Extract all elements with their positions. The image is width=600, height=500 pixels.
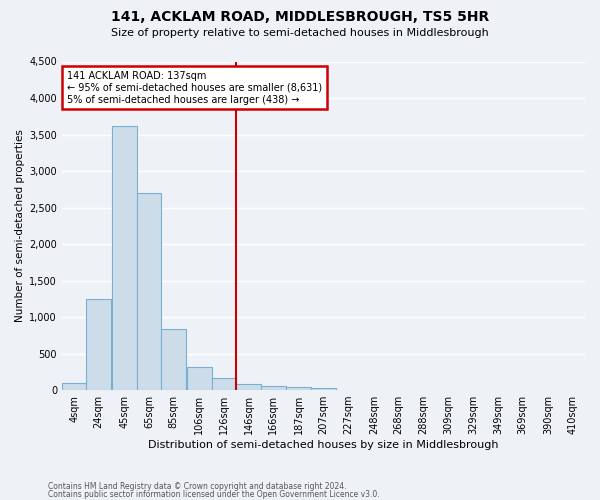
Text: Size of property relative to semi-detached houses in Middlesbrough: Size of property relative to semi-detach… — [111, 28, 489, 38]
Text: Contains HM Land Registry data © Crown copyright and database right 2024.: Contains HM Land Registry data © Crown c… — [48, 482, 347, 491]
Y-axis label: Number of semi-detached properties: Number of semi-detached properties — [15, 130, 25, 322]
Bar — [62, 383, 86, 390]
Bar — [311, 388, 336, 390]
X-axis label: Distribution of semi-detached houses by size in Middlesbrough: Distribution of semi-detached houses by … — [148, 440, 499, 450]
Text: 141, ACKLAM ROAD, MIDDLESBROUGH, TS5 5HR: 141, ACKLAM ROAD, MIDDLESBROUGH, TS5 5HR — [111, 10, 489, 24]
Bar — [112, 126, 137, 390]
Bar — [260, 386, 286, 390]
Bar — [86, 299, 112, 390]
Bar — [286, 387, 311, 390]
Bar — [137, 193, 161, 390]
Text: Contains public sector information licensed under the Open Government Licence v3: Contains public sector information licen… — [48, 490, 380, 499]
Bar — [161, 328, 186, 390]
Bar — [212, 378, 236, 390]
Bar — [187, 366, 212, 390]
Text: 141 ACKLAM ROAD: 137sqm
← 95% of semi-detached houses are smaller (8,631)
5% of : 141 ACKLAM ROAD: 137sqm ← 95% of semi-de… — [67, 72, 322, 104]
Bar — [236, 384, 261, 390]
